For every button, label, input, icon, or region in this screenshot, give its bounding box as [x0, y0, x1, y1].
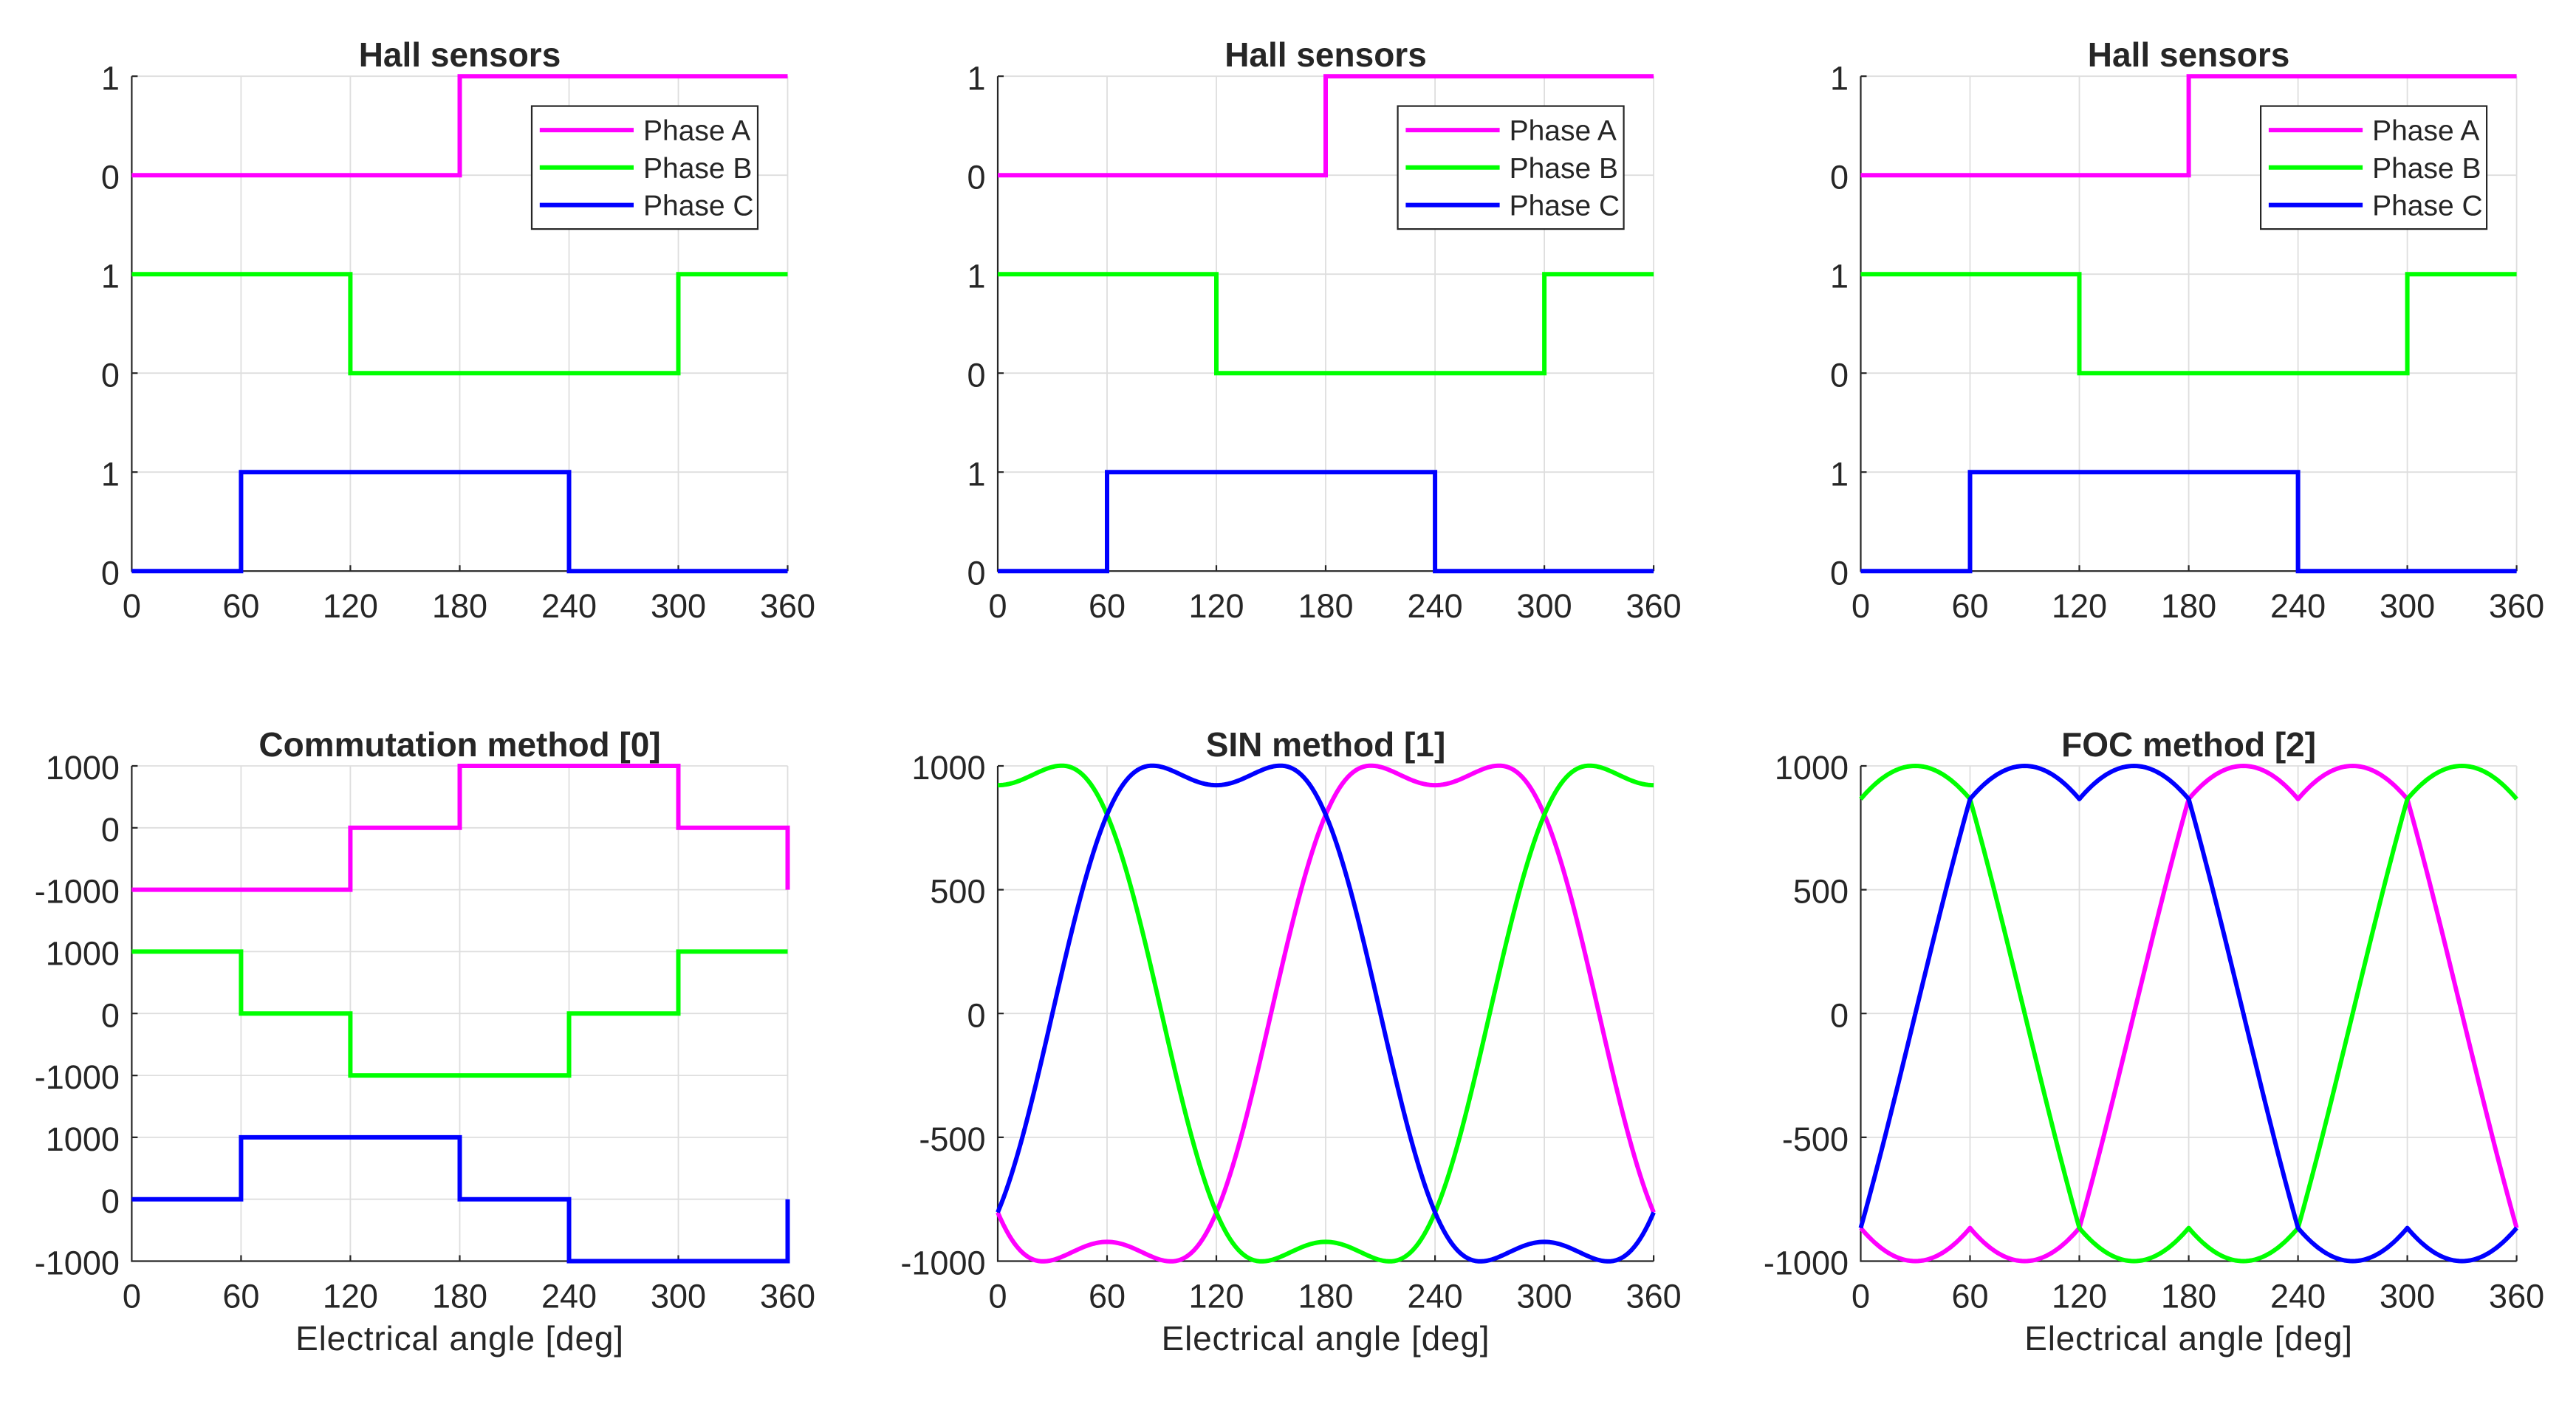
svg-text:60: 60 [1951, 587, 1988, 625]
svg-text:0: 0 [967, 158, 985, 196]
svg-text:1000: 1000 [911, 749, 985, 787]
svg-text:1000: 1000 [46, 1120, 120, 1158]
svg-text:Phase B: Phase B [643, 153, 752, 185]
svg-text:180: 180 [432, 587, 487, 625]
svg-text:300: 300 [1517, 1278, 1572, 1315]
svg-text:0: 0 [101, 554, 120, 592]
svg-text:360: 360 [760, 1278, 815, 1315]
svg-text:FOC method [2]: FOC method [2] [2061, 725, 2316, 764]
svg-text:240: 240 [541, 1278, 597, 1315]
svg-text:Electrical angle [deg]: Electrical angle [deg] [1162, 1319, 1490, 1358]
svg-text:120: 120 [1188, 587, 1244, 625]
svg-text:0: 0 [1830, 158, 1849, 196]
svg-text:1000: 1000 [1775, 749, 1849, 787]
svg-text:1000: 1000 [46, 935, 120, 973]
svg-text:-500: -500 [1782, 1120, 1849, 1158]
svg-text:Commutation method [0]: Commutation method [0] [258, 725, 660, 764]
svg-text:1: 1 [967, 455, 985, 493]
svg-text:60: 60 [222, 587, 259, 625]
svg-text:60: 60 [1089, 587, 1126, 625]
svg-text:120: 120 [1188, 1278, 1244, 1315]
svg-text:1: 1 [1830, 455, 1849, 493]
svg-text:180: 180 [1298, 587, 1353, 625]
svg-text:SIN method [1]: SIN method [1] [1206, 725, 1446, 764]
svg-text:120: 120 [323, 587, 378, 625]
svg-text:360: 360 [2489, 587, 2544, 625]
svg-text:0: 0 [1830, 356, 1849, 394]
svg-text:360: 360 [2489, 1278, 2544, 1315]
svg-text:Hall sensors: Hall sensors [359, 35, 561, 74]
svg-text:Phase C: Phase C [643, 191, 754, 222]
svg-text:1: 1 [967, 257, 985, 295]
svg-text:0: 0 [1830, 996, 1849, 1034]
svg-text:300: 300 [651, 1278, 706, 1315]
svg-text:-1000: -1000 [35, 1245, 120, 1282]
svg-text:1: 1 [101, 257, 120, 295]
svg-text:-1000: -1000 [35, 873, 120, 911]
svg-text:0: 0 [1830, 554, 1849, 592]
svg-text:0: 0 [101, 811, 120, 849]
svg-text:500: 500 [930, 873, 985, 911]
svg-text:0: 0 [101, 1182, 120, 1220]
svg-text:360: 360 [760, 587, 815, 625]
svg-text:1: 1 [1830, 257, 1849, 295]
svg-text:1: 1 [967, 59, 985, 97]
svg-text:60: 60 [1089, 1278, 1126, 1315]
svg-text:Hall sensors: Hall sensors [2088, 35, 2290, 74]
svg-text:0: 0 [988, 1278, 1007, 1315]
svg-text:Electrical angle [deg]: Electrical angle [deg] [295, 1319, 624, 1358]
svg-text:240: 240 [2270, 1278, 2326, 1315]
svg-text:360: 360 [1626, 1278, 1682, 1315]
svg-text:300: 300 [651, 587, 706, 625]
svg-text:-1000: -1000 [900, 1245, 985, 1282]
svg-text:180: 180 [432, 1278, 487, 1315]
svg-text:240: 240 [1408, 587, 1463, 625]
svg-text:-1000: -1000 [35, 1058, 120, 1096]
svg-text:300: 300 [2380, 587, 2435, 625]
svg-text:500: 500 [1793, 873, 1849, 911]
svg-text:Phase A: Phase A [643, 115, 750, 147]
svg-text:60: 60 [1951, 1278, 1988, 1315]
svg-text:Hall sensors: Hall sensors [1224, 35, 1427, 74]
svg-text:0: 0 [101, 996, 120, 1034]
svg-text:180: 180 [2161, 1278, 2216, 1315]
svg-text:-500: -500 [919, 1120, 985, 1158]
svg-text:1: 1 [101, 455, 120, 493]
svg-text:60: 60 [222, 1278, 259, 1315]
svg-text:Phase B: Phase B [1510, 153, 1618, 185]
svg-text:1000: 1000 [46, 749, 120, 787]
svg-text:0: 0 [988, 587, 1007, 625]
svg-text:0: 0 [967, 554, 985, 592]
svg-text:240: 240 [541, 587, 597, 625]
svg-text:0: 0 [967, 996, 985, 1034]
svg-text:Phase C: Phase C [2372, 191, 2483, 222]
svg-text:Phase B: Phase B [2372, 153, 2481, 185]
svg-text:180: 180 [2161, 587, 2216, 625]
svg-text:Phase C: Phase C [1510, 191, 1620, 222]
svg-text:0: 0 [101, 158, 120, 196]
svg-text:360: 360 [1626, 587, 1682, 625]
svg-text:0: 0 [967, 356, 985, 394]
svg-text:-1000: -1000 [1764, 1245, 1849, 1282]
svg-text:120: 120 [2052, 587, 2107, 625]
svg-text:300: 300 [2380, 1278, 2435, 1315]
svg-text:0: 0 [1852, 1278, 1870, 1315]
svg-text:Electrical angle [deg]: Electrical angle [deg] [2024, 1319, 2353, 1358]
svg-text:300: 300 [1517, 587, 1572, 625]
svg-text:Phase A: Phase A [1510, 115, 1617, 147]
svg-text:240: 240 [2270, 587, 2326, 625]
svg-text:Phase A: Phase A [2372, 115, 2479, 147]
svg-text:120: 120 [323, 1278, 378, 1315]
svg-text:0: 0 [123, 587, 141, 625]
svg-text:0: 0 [123, 1278, 141, 1315]
svg-text:0: 0 [1852, 587, 1870, 625]
svg-text:120: 120 [2052, 1278, 2107, 1315]
svg-text:180: 180 [1298, 1278, 1353, 1315]
svg-text:1: 1 [101, 59, 120, 97]
svg-text:0: 0 [101, 356, 120, 394]
svg-text:240: 240 [1408, 1278, 1463, 1315]
svg-text:1: 1 [1830, 59, 1849, 97]
